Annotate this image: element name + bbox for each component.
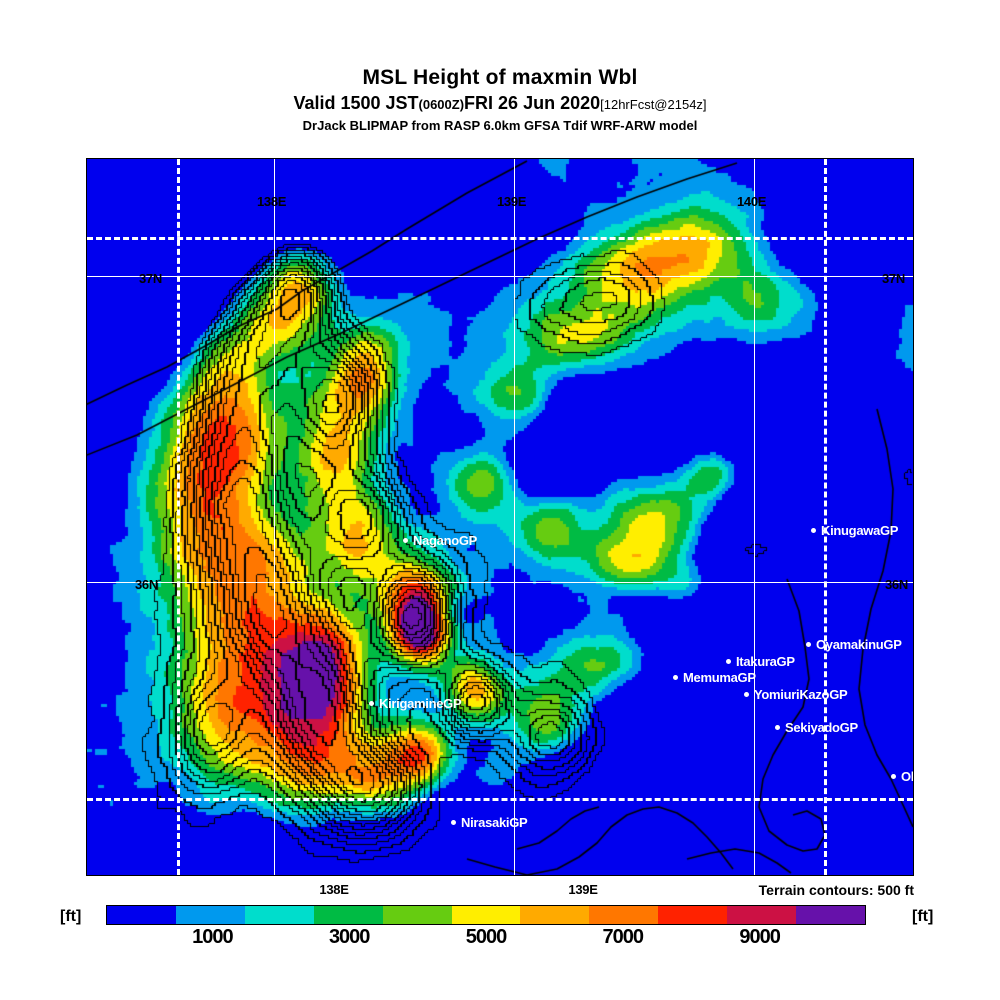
grid-label-36N: 36N [135, 577, 158, 592]
colorbar-tick-9000: 9000 [739, 926, 780, 948]
weather-map[interactable]: 138E 139E 140E 37N 37N 36N 36N NaganoGP Kirigam… [86, 158, 914, 876]
colorbar-swatch-3 [313, 906, 383, 924]
station-label: SekiyadoGP [785, 720, 858, 735]
station-dot-icon [726, 659, 731, 664]
valid-time-utc: (0600Z) [418, 97, 465, 112]
station-dot-icon [744, 692, 749, 697]
grid-label-37N: 37N [139, 271, 162, 286]
station-marker-OyamakinuGP[interactable]: OyamakinuGP [806, 637, 902, 652]
colorbar-swatch-0 [107, 906, 176, 924]
axis-label-139E: 139E [568, 882, 598, 897]
station-dot-icon [673, 675, 678, 680]
terrain-contour-note: Terrain contours: 500 ft [758, 882, 914, 898]
colorbar-tick-labels: 1000 3000 5000 7000 9000 [106, 926, 866, 950]
station-marker-OhtoneAD[interactable]: OhtoneAD [891, 769, 913, 784]
station-label: OyamakinuGP [816, 637, 902, 652]
valid-time-prefix: Valid 1500 JST [293, 93, 419, 113]
colorbar-swatch-7 [589, 906, 659, 924]
station-dot-icon [451, 820, 456, 825]
station-dot-icon [403, 538, 408, 543]
colorbar-swatch-2 [244, 906, 314, 924]
station-marker-SekiyadoGP[interactable]: SekiyadoGP [775, 720, 858, 735]
station-marker-YomiuriKazoGP[interactable]: YomiuriKazoGP [744, 687, 848, 702]
colorbar-unit-left: [ft] [60, 908, 82, 925]
station-dot-icon [811, 528, 816, 533]
colorbar-swatch-5 [451, 906, 521, 924]
station-label: NirasakiGP [461, 815, 528, 830]
colorbar-swatch-6 [520, 906, 590, 924]
subdomain-box-bottom [87, 798, 913, 801]
station-marker-MemumaGP[interactable]: MemumaGP [673, 670, 756, 685]
station-label: KirigamineGP [379, 696, 462, 711]
colorbar-tick-3000: 3000 [328, 926, 370, 948]
station-label: OhtoneAD [901, 769, 913, 784]
colorbar-swatch-1 [175, 906, 245, 924]
forecast-tag: [12hrFcst@2154z] [600, 97, 707, 112]
grid-label-37N: 37N [882, 271, 905, 286]
grid-label-36N: 36N [885, 577, 908, 592]
station-dot-icon [775, 725, 780, 730]
contour-field-canvas [87, 159, 913, 875]
station-marker-NirasakiGP[interactable]: NirasakiGP [451, 815, 528, 830]
station-label: MemumaGP [683, 670, 756, 685]
title-block: MSL Height of maxmin Wbl Valid 1500 JST(… [0, 66, 1000, 133]
station-label: ItakuraGP [736, 654, 795, 669]
station-label: YomiuriKazoGP [754, 687, 848, 702]
axis-label-138E: 138E [319, 882, 349, 897]
station-label: NaganoGP [413, 533, 478, 548]
colorbar-tick-5000: 5000 [465, 926, 507, 948]
colorbar-swatch-8 [658, 906, 728, 924]
subdomain-box-right [824, 159, 827, 875]
subdomain-box-left [177, 159, 180, 875]
grid-label-138E: 138E [257, 194, 287, 209]
station-marker-KirigamineGP[interactable]: KirigamineGP [369, 696, 462, 711]
station-dot-icon [891, 774, 896, 779]
colorbar-unit-right: [ft] [912, 908, 934, 925]
station-marker-KinugawaGP[interactable]: KinugawaGP [811, 523, 898, 538]
valid-time-line: Valid 1500 JST(0600Z)FRI 26 Jun 2020[12h… [0, 93, 1000, 115]
colorbar-swatch-9 [727, 906, 797, 924]
grid-label-140E: 140E [737, 194, 767, 209]
station-marker-ItakuraGP[interactable]: ItakuraGP [726, 654, 795, 669]
station-marker-NaganoGP[interactable]: NaganoGP [403, 533, 477, 548]
subdomain-box-top [87, 237, 913, 240]
colorbar-legend: [ft] 1000 3000 5000 7000 9000 [ft] [0, 904, 1000, 954]
colorbar-swatches[interactable] [106, 905, 866, 925]
grid-label-139E: 139E [497, 194, 527, 209]
colorbar-tick-1000: 1000 [192, 926, 233, 948]
station-dot-icon [806, 642, 811, 647]
model-source-line: DrJack BLIPMAP from RASP 6.0km GFSA Tdif… [302, 118, 698, 133]
colorbar-tick-7000: 7000 [602, 926, 644, 948]
valid-date: FRI 26 Jun 2020 [464, 93, 601, 113]
station-label: KinugawaGP [821, 523, 899, 538]
colorbar-swatch-4 [382, 906, 452, 924]
page-title: MSL Height of maxmin Wbl [362, 66, 638, 89]
station-dot-icon [369, 701, 374, 706]
colorbar-swatch-10 [796, 906, 865, 924]
